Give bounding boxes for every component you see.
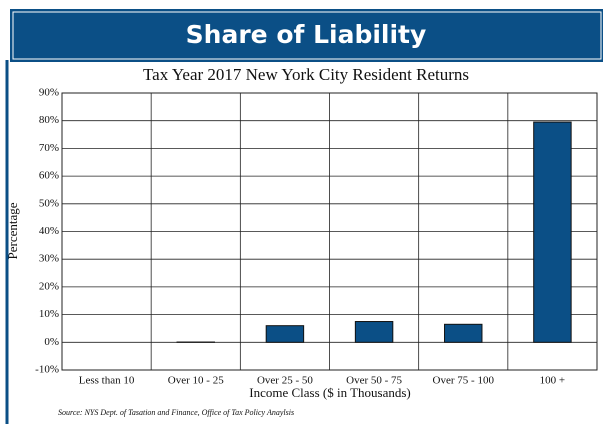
y-tick-label: 40%: [39, 225, 59, 237]
x-tick-label: 100 +: [540, 375, 565, 387]
bar: [354, 321, 394, 343]
header-frame: [12, 11, 602, 60]
y-axis-label: Percentage: [5, 202, 20, 259]
y-tick-label: 70%: [39, 142, 59, 154]
x-tick-label: Over 10 - 25: [168, 375, 224, 387]
x-axis-label: Income Class ($ in Thousands): [249, 385, 411, 400]
bar: [265, 325, 305, 343]
bar: [533, 121, 572, 343]
y-tick-label: 0%: [44, 336, 59, 348]
y-tick-label: 60%: [39, 170, 59, 182]
y-tick-label: -10%: [35, 364, 59, 376]
header-title: Share of Liability: [186, 20, 427, 49]
y-tick-label: 80%: [39, 114, 59, 126]
x-tick-label: Over 50 - 75: [346, 375, 402, 387]
y-tick-label: 30%: [39, 253, 59, 265]
x-tick-label: Less than 10: [79, 375, 135, 387]
y-tick-label: 20%: [39, 280, 59, 292]
x-tick-label: Over 25 - 50: [257, 375, 313, 387]
chart-title: Tax Year 2017 New York City Resident Ret…: [143, 65, 469, 84]
y-tick-label: 90%: [39, 87, 59, 99]
y-tick-label: 10%: [39, 308, 59, 320]
x-tick-label: Over 75 - 100: [433, 375, 495, 387]
y-tick-label: 50%: [39, 197, 59, 209]
bar: [444, 323, 483, 343]
source-note: Source: NYS Dept. of Tasation and Financ…: [58, 408, 294, 417]
header-banner: [10, 9, 603, 62]
